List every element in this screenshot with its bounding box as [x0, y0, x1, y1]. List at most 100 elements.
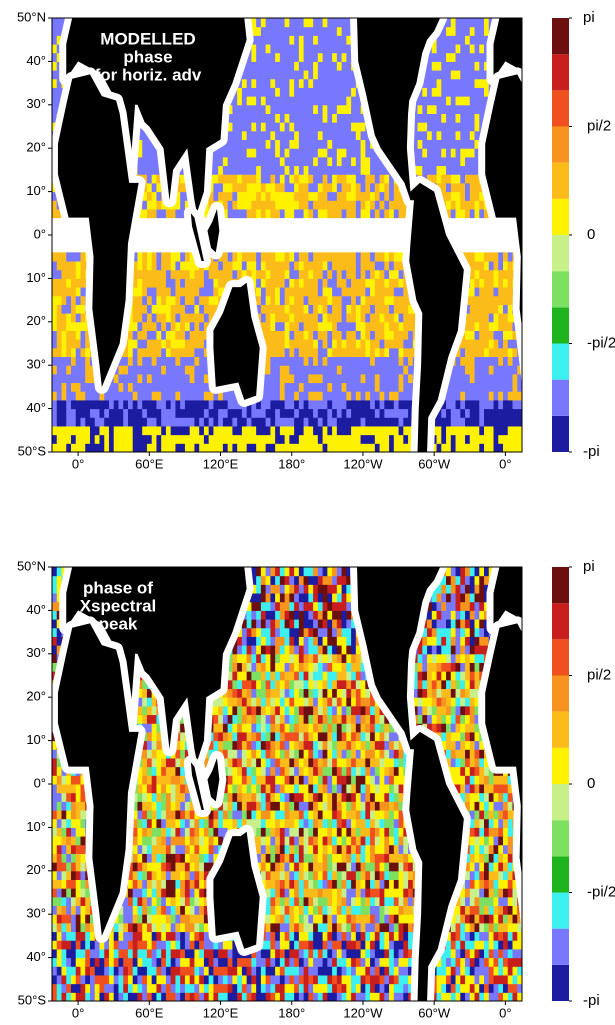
ocean-cell	[190, 270, 195, 279]
ocean-cell	[180, 966, 185, 975]
ocean-cell	[52, 27, 57, 36]
ocean-cell	[171, 270, 176, 279]
ocean-cell	[156, 261, 161, 270]
ocean-cell	[308, 348, 313, 357]
ocean-cell	[80, 261, 85, 270]
ocean-cell	[456, 105, 461, 114]
ocean-cell	[475, 383, 480, 392]
ocean-cell	[494, 383, 499, 392]
ocean-cell	[332, 409, 337, 418]
ocean-cell	[332, 96, 337, 105]
ocean-cell	[460, 79, 465, 88]
ocean-cell	[342, 391, 347, 400]
ocean-cell	[166, 296, 171, 305]
lon-tick-label: 0°	[72, 456, 84, 471]
ocean-cell	[175, 261, 180, 270]
ocean-cell	[394, 287, 399, 296]
ocean-cell	[275, 435, 280, 444]
ocean-cell	[479, 330, 484, 339]
ocean-cell	[171, 278, 176, 287]
ocean-cell	[475, 53, 480, 62]
ocean-cell	[242, 209, 247, 218]
ocean-cell	[194, 435, 199, 444]
ocean-cell	[228, 174, 233, 183]
ocean-cell	[209, 992, 214, 1001]
ocean-cell	[351, 105, 356, 114]
ocean-cell	[147, 339, 152, 348]
ocean-cell	[142, 313, 147, 322]
ocean-cell	[223, 417, 228, 426]
ocean-cell	[114, 443, 119, 452]
ocean-cell	[470, 330, 475, 339]
ocean-cell	[456, 44, 461, 53]
ocean-cell	[494, 278, 499, 287]
ocean-cell	[389, 261, 394, 270]
ocean-cell	[52, 278, 57, 287]
ocean-cell	[465, 322, 470, 331]
ocean-cell	[318, 192, 323, 201]
ocean-cell	[261, 140, 266, 149]
ocean-cell	[285, 278, 290, 287]
ocean-cell	[465, 148, 470, 157]
ocean-cell	[418, 157, 423, 166]
ocean-cell	[304, 183, 309, 192]
ocean-cell	[137, 322, 142, 331]
ocean-cell	[261, 287, 266, 296]
ocean-cell	[237, 183, 242, 192]
ocean-cell	[247, 209, 252, 218]
ocean-cell	[166, 365, 171, 374]
ocean-cell	[446, 70, 451, 79]
ocean-cell	[479, 44, 484, 53]
ocean-cell	[194, 443, 199, 452]
ocean-cell	[266, 261, 271, 270]
ocean-cell	[370, 409, 375, 418]
ocean-cell	[285, 417, 290, 426]
ocean-cell	[161, 975, 166, 984]
ocean-cell	[266, 70, 271, 79]
ocean-cell	[332, 18, 337, 27]
lat-tick-label: 50°S	[18, 443, 47, 458]
ocean-cell	[147, 287, 152, 296]
ocean-cell	[370, 426, 375, 435]
ocean-cell	[332, 322, 337, 331]
ocean-cell	[451, 374, 456, 383]
ocean-cell	[251, 113, 256, 122]
ocean-cell	[161, 261, 166, 270]
ocean-cell	[346, 122, 351, 131]
ocean-cell	[323, 270, 328, 279]
ocean-cell	[494, 339, 499, 348]
ocean-cell	[513, 383, 518, 392]
ocean-cell	[180, 192, 185, 201]
ocean-cell	[380, 304, 385, 313]
ocean-cell	[52, 339, 57, 348]
ocean-cell	[389, 357, 394, 366]
ocean-cell	[232, 261, 237, 270]
ocean-cell	[270, 270, 275, 279]
ocean-cell	[285, 313, 290, 322]
ocean-cell	[270, 278, 275, 287]
ocean-cell	[218, 166, 223, 175]
ocean-cell	[251, 435, 256, 444]
ocean-cell	[104, 966, 109, 975]
ocean-cell	[299, 400, 304, 409]
ocean-cell	[52, 79, 57, 88]
ocean-cell	[266, 44, 271, 53]
ocean-cell	[299, 270, 304, 279]
ocean-cell	[437, 417, 442, 426]
ocean-cell	[451, 417, 456, 426]
ocean-cell	[323, 105, 328, 114]
ocean-cell	[489, 391, 494, 400]
ocean-cell	[399, 383, 404, 392]
ocean-cell	[361, 174, 366, 183]
ocean-cell	[161, 322, 166, 331]
ocean-cell	[61, 984, 66, 993]
ocean-cell	[142, 975, 147, 984]
ocean-cell	[137, 383, 142, 392]
ocean-cell	[209, 975, 214, 984]
ocean-cell	[57, 992, 62, 1001]
ocean-cell	[185, 391, 190, 400]
ocean-cell	[313, 96, 318, 105]
ocean-cell	[365, 417, 370, 426]
ocean-cell	[508, 426, 513, 435]
ocean-cell	[289, 61, 294, 70]
